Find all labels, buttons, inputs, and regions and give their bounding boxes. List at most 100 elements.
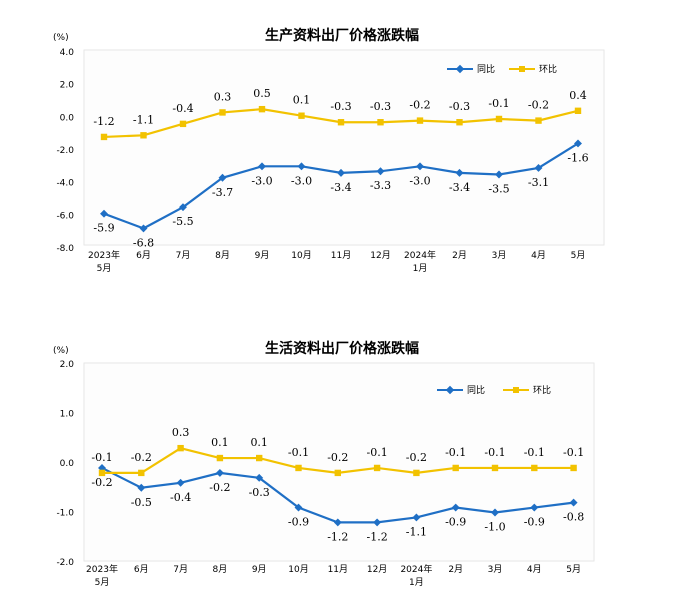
mom-point bbox=[140, 132, 147, 139]
yoy-data-label: -3.3 bbox=[370, 179, 391, 192]
x-tick-label: 7月 bbox=[176, 250, 191, 261]
y-tick-label: -1.0 bbox=[56, 509, 74, 519]
legend-mom-marker bbox=[513, 387, 519, 393]
x-tick-label: 7月 bbox=[173, 564, 188, 575]
mom-point bbox=[177, 444, 184, 452]
mom-point bbox=[495, 115, 503, 123]
mom-data-label: -0.3 bbox=[449, 100, 470, 113]
mom-point bbox=[531, 464, 538, 472]
mom-data-label: -0.1 bbox=[288, 446, 309, 459]
chart-title: 生活资料出厂价格涨跌幅 bbox=[265, 340, 419, 357]
yoy-data-label: -3.0 bbox=[409, 174, 430, 187]
x-tick-label: 6月 bbox=[134, 564, 149, 575]
yoy-point bbox=[337, 168, 345, 177]
y-tick-label: 0.0 bbox=[60, 113, 75, 123]
yoy-data-label: -3.0 bbox=[251, 174, 272, 187]
mom-data-label: 0.5 bbox=[253, 87, 271, 100]
yoy-data-label: -0.2 bbox=[209, 481, 230, 494]
mom-point bbox=[216, 454, 224, 462]
mom-point bbox=[452, 464, 459, 472]
yoy-point bbox=[376, 167, 385, 176]
yoy-point bbox=[333, 518, 342, 527]
mom-data-label: -0.3 bbox=[330, 100, 351, 113]
x-tick-label: 4月 bbox=[531, 250, 546, 261]
x-tick-label: 3月 bbox=[492, 250, 507, 261]
x-tick-label: 2024年 bbox=[404, 249, 436, 261]
mom-point bbox=[295, 464, 302, 472]
mom-data-label: -0.2 bbox=[406, 451, 427, 464]
y-tick-label: -8.0 bbox=[56, 244, 74, 254]
yoy-point bbox=[139, 224, 148, 233]
yoy-point bbox=[137, 483, 146, 492]
x-tick-label: 10月 bbox=[291, 250, 311, 261]
x-tick-label: 12月 bbox=[370, 250, 390, 261]
yoy-point bbox=[218, 173, 227, 182]
mom-point bbox=[219, 109, 226, 116]
x-tick-label: 1月 bbox=[409, 577, 424, 588]
mom-point bbox=[258, 105, 266, 113]
mom-data-label: 0.3 bbox=[214, 90, 232, 103]
legend: 同比 环比 bbox=[437, 384, 551, 396]
yoy-point bbox=[495, 170, 503, 179]
mom-data-label: -0.1 bbox=[445, 446, 466, 459]
mom-data-label: -1.2 bbox=[93, 115, 114, 128]
legend-yoy-marker bbox=[455, 64, 465, 74]
legend-yoy-label: 同比 bbox=[467, 384, 485, 396]
yoy-data-label: -6.8 bbox=[133, 236, 154, 249]
mom-point bbox=[413, 469, 420, 477]
x-tick-label: 12月 bbox=[367, 564, 387, 575]
yoy-point bbox=[412, 513, 421, 522]
y-tick-label: -2.0 bbox=[56, 146, 74, 156]
x-tick-label: 2023年 bbox=[86, 563, 118, 575]
yoy-point bbox=[451, 503, 460, 512]
yoy-data-label: -1.2 bbox=[366, 530, 387, 543]
yoy-point bbox=[179, 203, 187, 212]
yoy-data-label: -0.9 bbox=[524, 516, 545, 529]
y-tick-label: -2.0 bbox=[56, 558, 74, 568]
mom-point bbox=[574, 107, 582, 114]
mom-data-label: 0.4 bbox=[569, 89, 587, 102]
yoy-data-label: -5.5 bbox=[172, 215, 193, 228]
mom-point bbox=[535, 117, 542, 124]
plot-area bbox=[83, 49, 605, 246]
mom-point bbox=[570, 464, 577, 472]
mom-data-label: -0.1 bbox=[91, 451, 112, 464]
y-tick-label: 4.0 bbox=[60, 48, 75, 58]
mom-point bbox=[491, 464, 499, 472]
yoy-data-label: -3.4 bbox=[330, 181, 351, 194]
production-materials-chart: 生产资料出厂价格涨跌幅 (%) 同比 环比 4.0 2.0 0.0 -2.0 -4.0 -… bbox=[53, 27, 605, 274]
y-tick-label: 2.0 bbox=[60, 81, 75, 91]
x-tick-label: 5月 bbox=[571, 250, 586, 261]
x-tick-label: 11月 bbox=[328, 564, 348, 575]
mom-data-label: -0.2 bbox=[409, 99, 430, 112]
series-layer: -0.2 -0.5 -0.4 -0.2 -0.3 -0.9 -1.2 -1.2 -1.1 -0.9… bbox=[91, 426, 584, 543]
x-axis: 2023年 5月 6月 7月 8月 9月 10月 11月 12月 2024年 1月 2月 3月 4月 5月 bbox=[86, 563, 581, 588]
x-tick-label: 8月 bbox=[213, 564, 228, 575]
yoy-data-label: -1.0 bbox=[484, 521, 505, 534]
y-unit-label: (%) bbox=[53, 33, 69, 43]
yoy-point bbox=[297, 162, 306, 171]
mom-data-label: -0.1 bbox=[366, 446, 387, 459]
mom-data-label: -0.1 bbox=[488, 97, 509, 110]
yoy-data-label: -1.2 bbox=[327, 530, 348, 543]
x-tick-label: 2月 bbox=[448, 564, 463, 575]
mom-data-label: -0.4 bbox=[172, 102, 193, 115]
x-tick-label: 8月 bbox=[215, 250, 230, 261]
mom-data-label: -0.1 bbox=[524, 446, 545, 459]
mom-data-label: -0.2 bbox=[528, 99, 549, 112]
yoy-point bbox=[569, 498, 578, 507]
mom-point bbox=[138, 469, 145, 477]
mom-data-label: -0.2 bbox=[327, 451, 348, 464]
legend-mom-marker bbox=[519, 66, 525, 72]
yoy-data-label: -0.8 bbox=[563, 511, 584, 524]
legend-mom-label: 环比 bbox=[533, 384, 551, 396]
mom-point bbox=[298, 112, 305, 119]
mom-data-label: 0.1 bbox=[293, 94, 311, 107]
mom-point bbox=[98, 469, 106, 477]
x-tick-label: 9月 bbox=[252, 564, 267, 575]
y-tick-label: -4.0 bbox=[56, 179, 74, 189]
mom-point bbox=[377, 119, 384, 126]
y-unit-label: (%) bbox=[53, 346, 69, 356]
yoy-data-label: -3.1 bbox=[528, 176, 549, 189]
